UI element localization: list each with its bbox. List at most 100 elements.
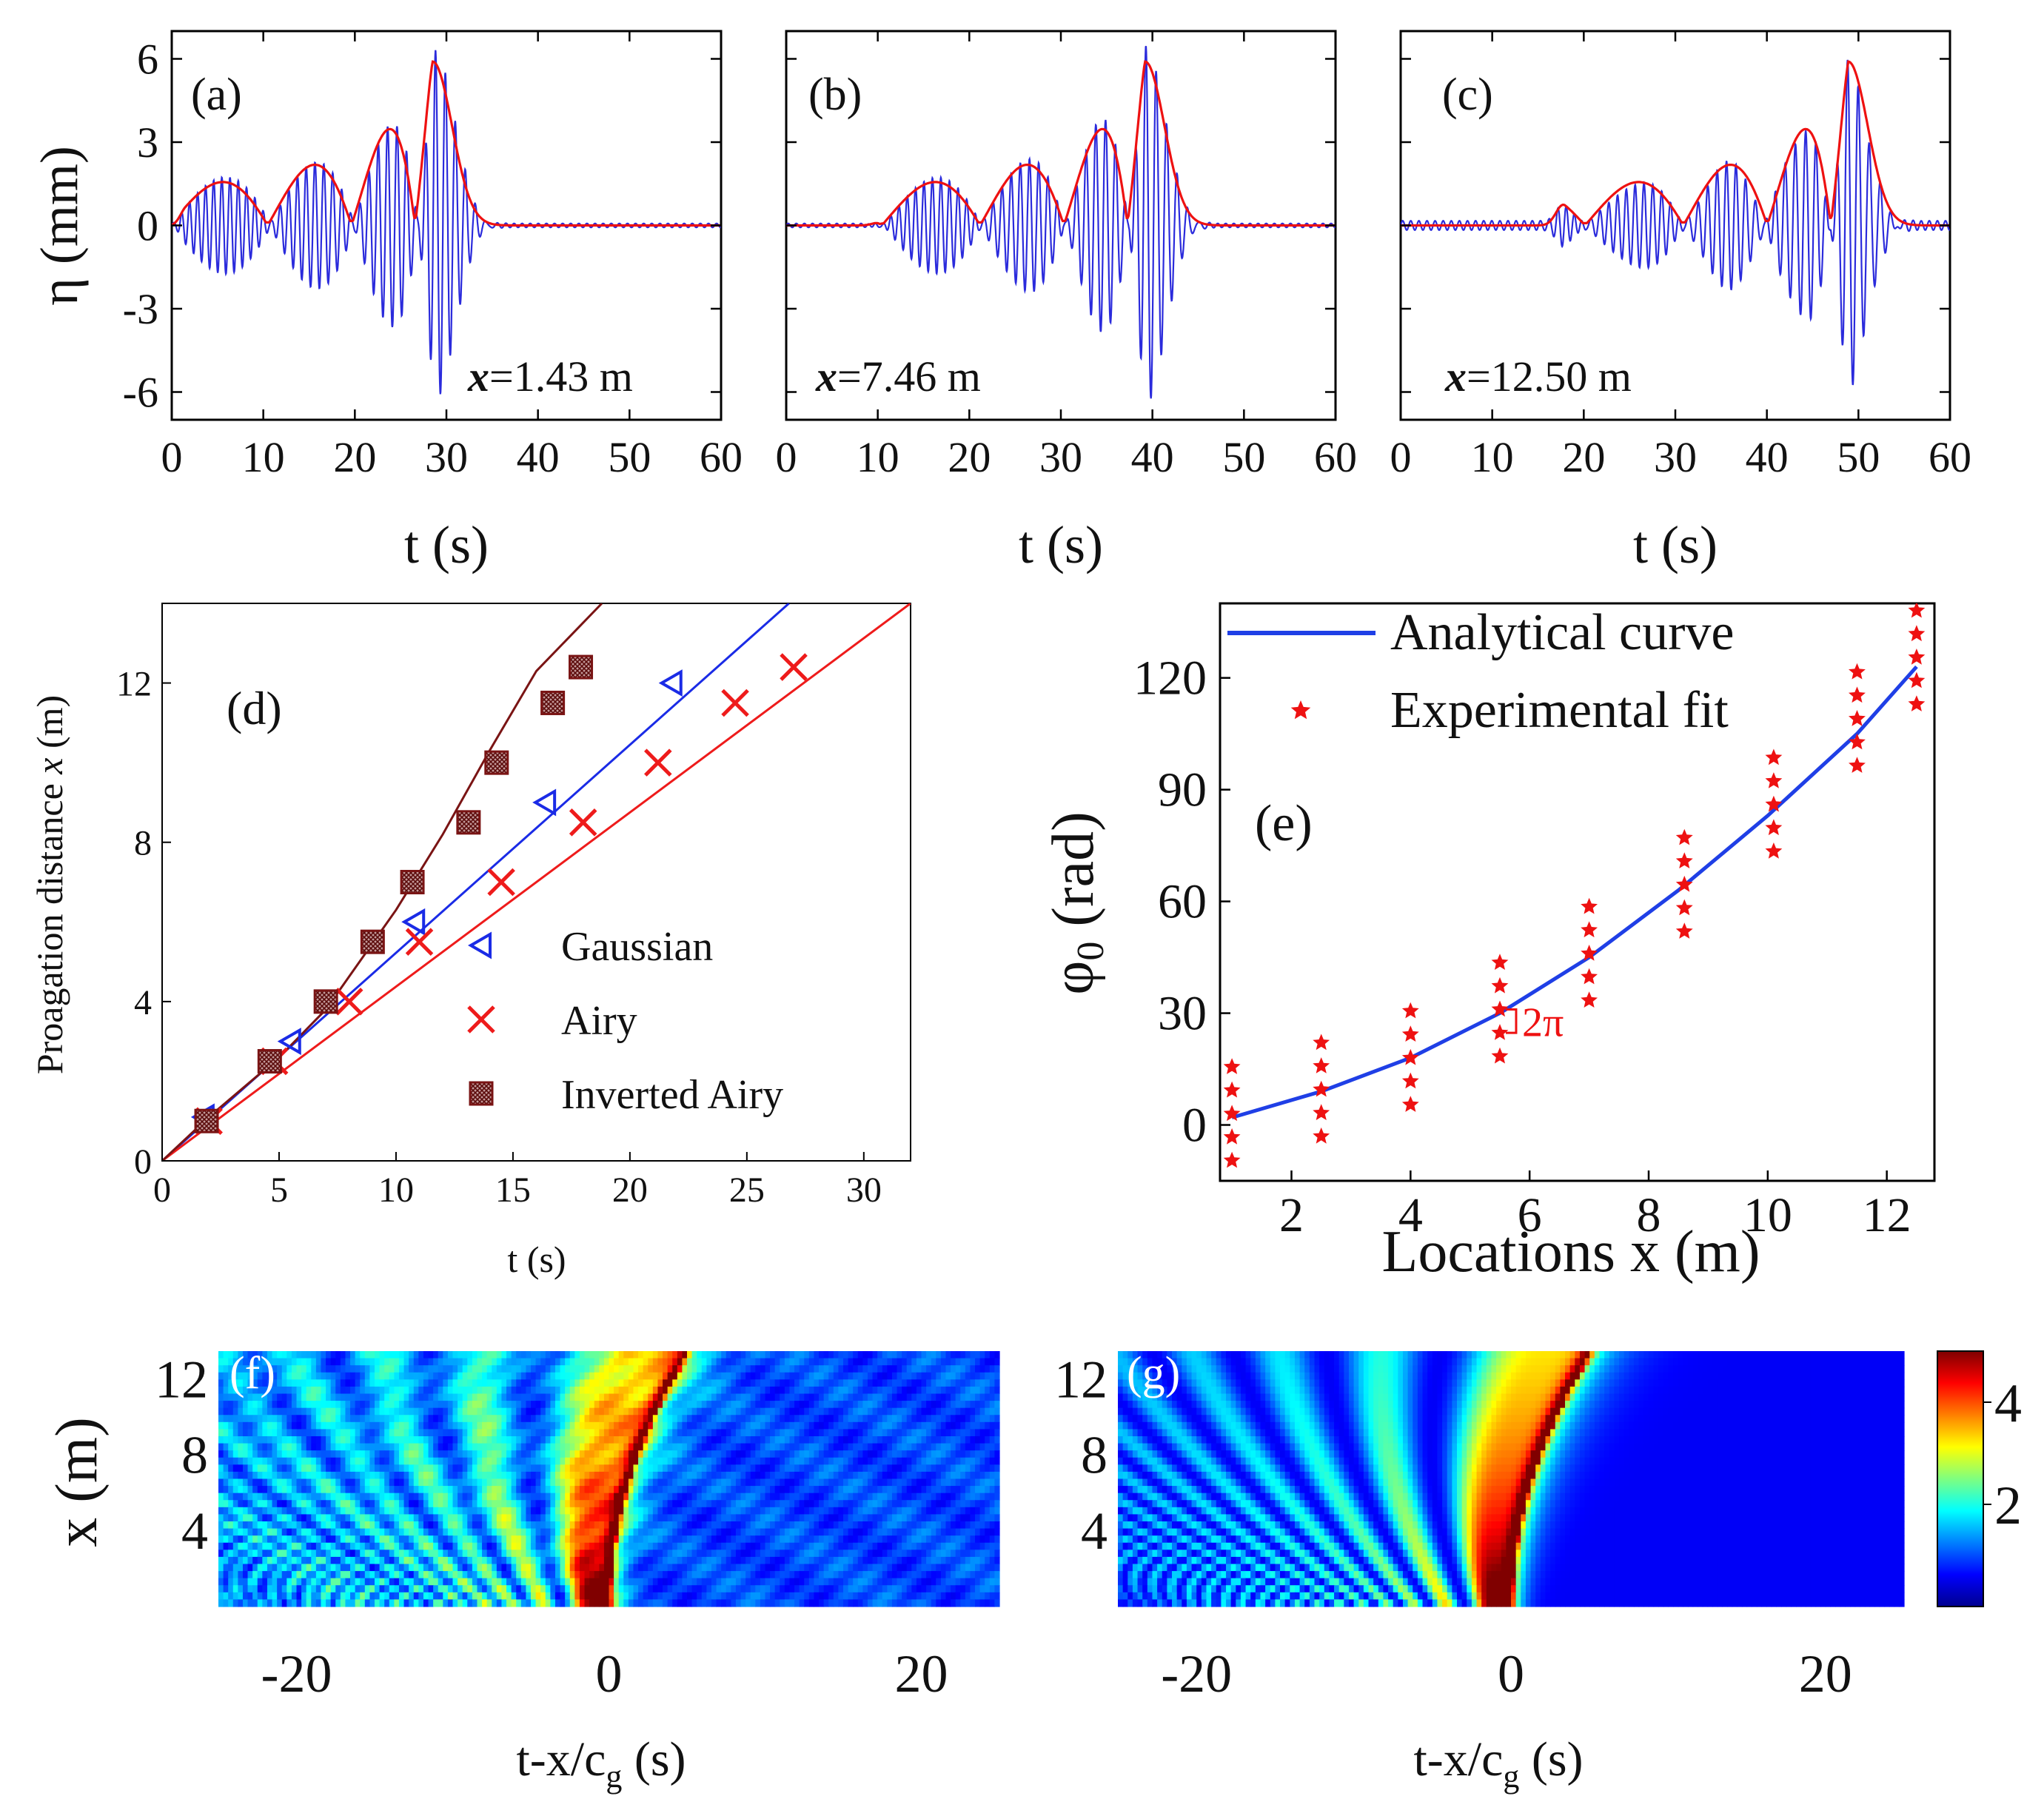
heatmap-cell — [887, 1429, 893, 1437]
heatmap-cell — [726, 1372, 731, 1380]
heatmap-cell — [862, 1500, 868, 1508]
heatmap-cell — [994, 1471, 1000, 1480]
heatmap-cell — [951, 1450, 956, 1458]
heatmap-cell — [379, 1393, 385, 1401]
heatmap-cell — [516, 1500, 522, 1508]
heatmap-cell — [750, 1450, 756, 1458]
heatmap-cell — [652, 1351, 659, 1359]
heatmap-cell — [467, 1401, 473, 1409]
heatmap-cell — [540, 1401, 546, 1409]
heatmap-cell — [423, 1493, 429, 1501]
heatmap-cell — [218, 1493, 224, 1501]
heatmap-cell — [438, 1365, 443, 1373]
heatmap-cell — [951, 1464, 956, 1473]
heatmap-cell — [853, 1471, 859, 1480]
heatmap-cell — [765, 1450, 771, 1458]
heatmap-cell — [394, 1528, 400, 1536]
heatmap-cell — [882, 1429, 888, 1437]
heatmap-cell — [384, 1386, 390, 1395]
heatmap-cell — [238, 1535, 244, 1544]
heatmap-cell — [247, 1556, 253, 1565]
heatmap-cell — [492, 1386, 497, 1395]
heatmap-cell — [218, 1393, 224, 1401]
heatmap-cell — [369, 1457, 375, 1465]
heatmap-cell — [609, 1478, 614, 1487]
heatmap-cell — [452, 1421, 458, 1430]
heatmap-cell — [911, 1542, 917, 1550]
heatmap-cell — [238, 1478, 244, 1487]
heatmap-cell — [994, 1464, 1000, 1473]
heatmap-cell — [506, 1486, 512, 1494]
heatmap-cell — [384, 1407, 390, 1416]
heatmap-cell — [520, 1351, 526, 1359]
heatmap-cell — [765, 1401, 771, 1409]
heatmap-cell — [940, 1386, 947, 1395]
heatmap-cell — [902, 1507, 908, 1515]
heatmap-cell — [326, 1507, 332, 1515]
heatmap-cell — [447, 1386, 454, 1395]
heatmap-cell — [784, 1500, 791, 1508]
heatmap-cell — [574, 1542, 580, 1550]
heatmap-cell — [833, 1351, 839, 1359]
heatmap-cell — [599, 1386, 605, 1395]
heatmap-cell — [311, 1443, 317, 1451]
heatmap-cell — [682, 1372, 688, 1380]
heatmap-cell — [384, 1379, 390, 1387]
heatmap-cell — [242, 1507, 249, 1515]
heatmap-cell — [628, 1542, 634, 1550]
heatmap-cell — [652, 1365, 659, 1373]
pc-signal-line — [1401, 59, 1950, 386]
heatmap-cell — [369, 1550, 375, 1558]
heatmap-cell — [911, 1514, 917, 1522]
heatmap-cell — [398, 1542, 405, 1550]
heatmap-cell — [887, 1507, 893, 1515]
heatmap-cell — [960, 1500, 966, 1508]
heatmap-cell — [652, 1358, 659, 1366]
heatmap-cell — [467, 1464, 473, 1473]
heatmap-cell — [603, 1478, 610, 1487]
heatmap-cell — [257, 1421, 263, 1430]
heatmap-cell — [599, 1450, 605, 1458]
heatmap-cell — [740, 1542, 746, 1550]
heatmap-cell — [652, 1415, 659, 1423]
heatmap-cell — [277, 1358, 283, 1366]
heatmap-cell — [560, 1521, 566, 1530]
heatmap-cell — [516, 1351, 522, 1359]
heatmap-cell — [926, 1478, 932, 1487]
heatmap-cell — [857, 1386, 863, 1395]
heatmap-cell — [565, 1401, 571, 1409]
heatmap-cell — [428, 1358, 434, 1366]
heatmap-cell — [760, 1358, 766, 1366]
heatmap-cell — [926, 1528, 932, 1536]
heatmap-cell — [618, 1493, 624, 1501]
heatmap-cell — [808, 1450, 815, 1458]
heatmap-cell — [687, 1407, 693, 1416]
heatmap-cell — [711, 1478, 717, 1487]
heatmap-cell — [755, 1493, 761, 1501]
heatmap-cell — [706, 1421, 712, 1430]
heatmap-cell — [853, 1401, 859, 1409]
heatmap-cell — [447, 1514, 454, 1522]
heatmap-cell — [902, 1464, 908, 1473]
heatmap-cell — [887, 1351, 893, 1359]
heatmap-cell — [872, 1514, 878, 1522]
heatmap-cell — [531, 1393, 537, 1401]
heatmap-cell — [375, 1429, 381, 1437]
heatmap-cell — [731, 1464, 737, 1473]
inverted-airy-point — [194, 1108, 219, 1133]
heatmap-cell — [814, 1457, 820, 1465]
heatmap-cell — [394, 1351, 400, 1359]
heatmap-cell — [443, 1500, 449, 1508]
heatmap-cell — [262, 1421, 268, 1430]
heatmap-cell — [574, 1379, 580, 1387]
heatmap-cell — [569, 1372, 575, 1380]
heatmap-cell — [584, 1372, 590, 1380]
heatmap-cell — [609, 1351, 614, 1359]
heatmap-cell — [721, 1521, 727, 1530]
heatmap-cell — [750, 1550, 756, 1558]
heatmap-cell — [350, 1464, 356, 1473]
heatmap-cell — [321, 1500, 326, 1508]
heatmap-cell — [701, 1535, 707, 1544]
heatmap-cell — [247, 1535, 253, 1544]
heatmap-cell — [306, 1407, 312, 1416]
